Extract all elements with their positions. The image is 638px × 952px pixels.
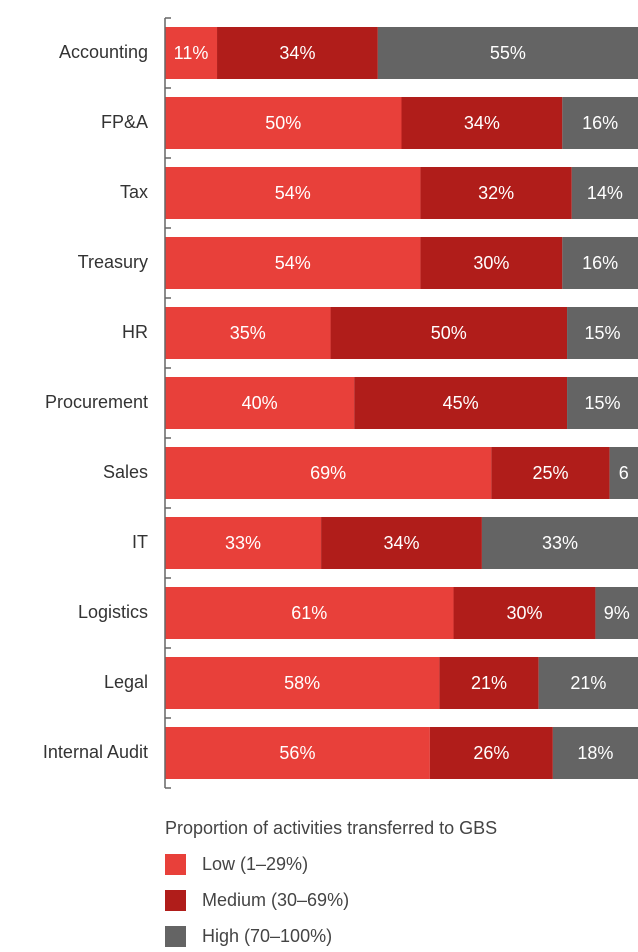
value-label: 33% [225, 533, 261, 553]
y-tick-label: Tax [120, 182, 148, 202]
y-tick-label: Sales [103, 462, 148, 482]
bar-segment [538, 657, 638, 709]
value-label: 25% [532, 463, 568, 483]
y-tick-label: Logistics [78, 602, 148, 622]
bar-segment [401, 97, 563, 149]
bar-segment [567, 307, 638, 359]
value-label: 15% [585, 323, 621, 343]
value-label: 21% [471, 673, 507, 693]
value-label: 16% [582, 253, 618, 273]
legend-label: Low (1–29%) [202, 854, 308, 874]
bar-segment [571, 167, 638, 219]
bar-segment [420, 237, 563, 289]
value-label: 30% [506, 603, 542, 623]
bar-segment [165, 97, 402, 149]
value-label: 54% [275, 183, 311, 203]
value-label: 34% [279, 43, 315, 63]
bar-segment [429, 727, 553, 779]
bar-segment [165, 657, 440, 709]
value-label: 32% [478, 183, 514, 203]
value-label: 18% [577, 743, 613, 763]
value-label: 34% [383, 533, 419, 553]
value-label: 54% [275, 253, 311, 273]
y-tick-label: Accounting [59, 42, 148, 62]
y-tick-label: Procurement [45, 392, 148, 412]
y-tick-label: Legal [104, 672, 148, 692]
bar-segment [552, 727, 638, 779]
value-label: 30% [473, 253, 509, 273]
value-label: 35% [230, 323, 266, 343]
y-tick-label: Internal Audit [43, 742, 148, 762]
bar-segment [165, 307, 331, 359]
bar-segment [354, 377, 568, 429]
y-tick-label: IT [132, 532, 148, 552]
value-label: 6 [619, 463, 629, 483]
legend-swatch [165, 926, 186, 947]
value-label: 26% [473, 743, 509, 763]
bar-segment [562, 97, 638, 149]
bar-segment [321, 517, 482, 569]
bar-segment [165, 27, 218, 79]
bar-segment [453, 587, 596, 639]
value-label: 61% [291, 603, 327, 623]
value-label: 58% [284, 673, 320, 693]
value-label: 56% [279, 743, 315, 763]
bar-segment [420, 167, 572, 219]
bar-segment [567, 377, 638, 429]
bar-segment [217, 27, 378, 79]
value-label: 11% [174, 43, 209, 63]
bar-segment [165, 447, 492, 499]
value-label: 15% [585, 393, 621, 413]
value-label: 34% [464, 113, 500, 133]
value-label: 55% [490, 43, 526, 63]
legend-title: Proportion of activities transferred to … [165, 818, 497, 838]
bar-segment [165, 517, 322, 569]
bar-segment [562, 237, 638, 289]
bar-segment [330, 307, 568, 359]
bar-segment [165, 237, 421, 289]
value-label: 9% [604, 603, 630, 623]
legend-label: Medium (30–69%) [202, 890, 349, 910]
bar-segment [165, 377, 355, 429]
bar-segment [165, 167, 421, 219]
value-label: 50% [265, 113, 301, 133]
y-tick-label: HR [122, 322, 148, 342]
y-tick-label: Treasury [78, 252, 148, 272]
bar-segment [595, 587, 638, 639]
bar-segment [481, 517, 638, 569]
y-tick-label: FP&A [101, 112, 148, 132]
value-label: 33% [542, 533, 578, 553]
legend-label: High (70–100%) [202, 926, 332, 946]
value-label: 69% [310, 463, 346, 483]
value-label: 45% [443, 393, 479, 413]
bar-segment [609, 447, 638, 499]
bar-segment [491, 447, 610, 499]
value-label: 16% [582, 113, 618, 133]
bar-segment [377, 27, 638, 79]
bar-segment [165, 587, 454, 639]
value-label: 14% [587, 183, 623, 203]
value-label: 40% [242, 393, 278, 413]
value-label: 50% [431, 323, 467, 343]
legend-swatch [165, 854, 186, 875]
value-label: 21% [570, 673, 606, 693]
bar-segment [165, 727, 430, 779]
bar-segment [439, 657, 539, 709]
legend-swatch [165, 890, 186, 911]
